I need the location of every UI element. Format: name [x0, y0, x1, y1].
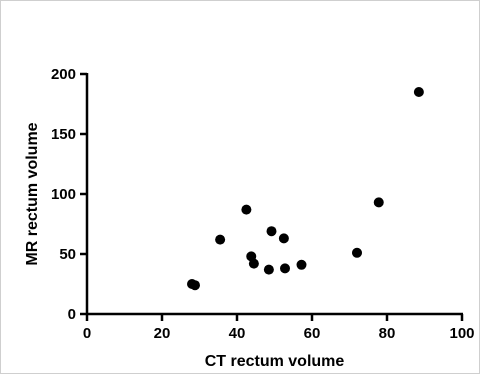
data-point — [248, 258, 259, 269]
x-tick-label: 100 — [449, 325, 474, 342]
x-ticks: 0 20 40 60 80 100 — [83, 314, 475, 342]
x-tick-label: 80 — [379, 325, 396, 342]
y-tick-label: 100 — [51, 186, 76, 203]
x-tick-label: 20 — [154, 325, 171, 342]
data-point — [263, 264, 274, 275]
y-tick-label: 50 — [59, 246, 76, 263]
x-tick-label: 0 — [83, 325, 91, 342]
data-point — [190, 280, 200, 291]
data-point — [352, 247, 362, 258]
data-point — [296, 259, 307, 270]
data-point — [373, 197, 384, 208]
data-point — [278, 233, 289, 244]
y-axis-title: MR rectum volume — [24, 122, 41, 265]
y-tick-label: 150 — [51, 126, 76, 143]
data-point — [241, 204, 252, 215]
data-point — [266, 226, 277, 237]
x-axis-title: CT rectum volume — [205, 353, 345, 370]
y-tick-label: 200 — [51, 66, 76, 83]
data-point — [413, 87, 424, 97]
y-tick-label: 0 — [68, 306, 76, 323]
x-tick-label: 60 — [304, 325, 321, 342]
x-tick-label: 40 — [229, 325, 246, 342]
y-ticks: 0 50 100 150 200 — [51, 66, 87, 323]
data-points — [187, 87, 424, 291]
data-point — [215, 234, 226, 245]
data-point — [280, 263, 290, 274]
